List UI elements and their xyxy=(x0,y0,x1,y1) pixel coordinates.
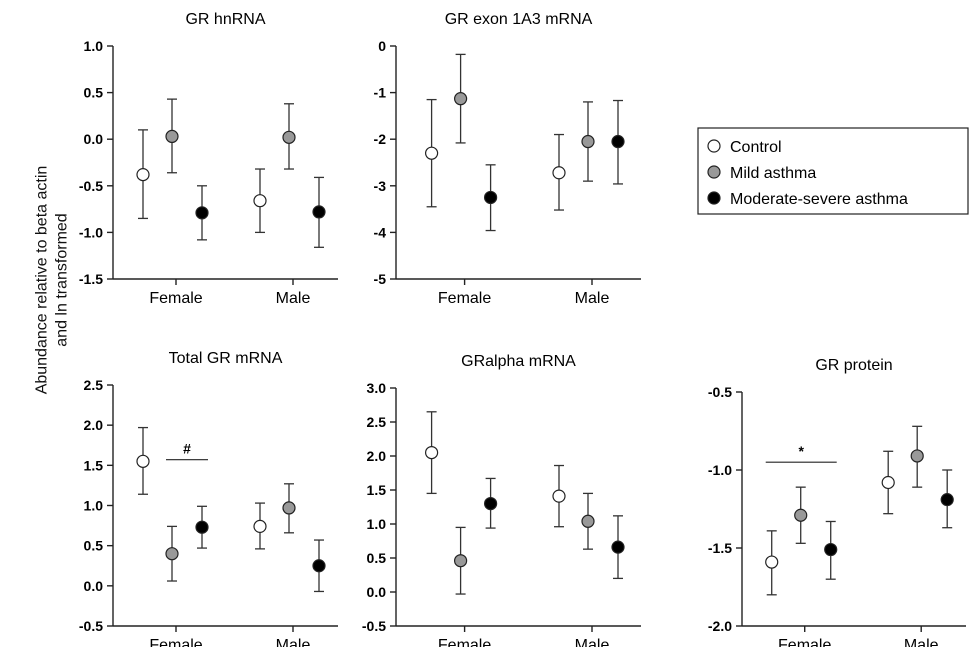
point-mild-asthma-female xyxy=(165,129,179,144)
point-moderate-severe-asthma-male xyxy=(611,540,625,554)
legend-box xyxy=(697,127,969,215)
legend-label-mild-asthma: Mild asthma xyxy=(730,165,816,182)
y-tick-label: -1.5 xyxy=(79,271,103,287)
y-tick-label: -0.5 xyxy=(79,178,103,194)
y-tick-label: -2.0 xyxy=(708,618,732,634)
y-tick-label: 0.5 xyxy=(84,538,104,554)
y-tick-label: -3 xyxy=(374,178,387,194)
legend-label-control: Control xyxy=(730,139,782,156)
x-tick-label-female: Female xyxy=(438,290,491,307)
y-tick-label: 0.5 xyxy=(367,550,387,566)
y-tick-label: 2.5 xyxy=(84,377,104,393)
chart-title: GR protein xyxy=(815,357,892,374)
point-mild-asthma-male xyxy=(910,449,924,463)
panel-gr-exon-1a3-mrna: GR exon 1A3 mRNA 0 -1 -2 -3 -4 -5 Female Male xyxy=(374,11,641,307)
shared-y-axis-label: Abundance relative to beta actin and ln … xyxy=(22,110,82,450)
chart-title: GR exon 1A3 mRNA xyxy=(445,11,593,28)
point-mild-asthma-male xyxy=(581,134,595,149)
x-tick-label-male: Male xyxy=(575,637,610,647)
point-control-male xyxy=(253,519,267,533)
y-tick-label: 1.0 xyxy=(84,498,104,514)
point-mild-asthma-male xyxy=(581,514,595,528)
point-control-female xyxy=(425,446,439,460)
point-control-male xyxy=(881,475,895,490)
y-tick-label: -0.5 xyxy=(708,384,732,400)
y-tick-label: -1.5 xyxy=(708,540,732,556)
y-tick-label: -0.5 xyxy=(362,618,386,634)
significance-marker: * xyxy=(798,443,804,459)
x-tick-label-male: Male xyxy=(276,290,311,307)
y-tick-label: 2.5 xyxy=(367,414,387,430)
y-tick-label: -5 xyxy=(374,271,387,287)
y-tick-label: 2.0 xyxy=(367,448,387,464)
y-tick-label: -1 xyxy=(374,85,387,101)
point-moderate-severe-asthma-female xyxy=(484,190,498,205)
y-tick-label: 1.5 xyxy=(84,457,104,473)
legend-marker-moderate-severe-asthma xyxy=(707,191,721,205)
y-tick-label: 0.0 xyxy=(84,578,104,594)
point-control-female xyxy=(765,555,779,569)
y-tick-label: 1.0 xyxy=(84,38,104,54)
y-tick-label: 0.0 xyxy=(367,584,387,600)
x-tick-label-male: Male xyxy=(575,290,610,307)
point-moderate-severe-asthma-male xyxy=(940,493,954,507)
x-tick-label-female: Female xyxy=(149,290,202,307)
point-moderate-severe-asthma-female xyxy=(195,520,209,534)
point-moderate-severe-asthma-male xyxy=(611,134,625,149)
y-tick-label: 2.0 xyxy=(84,417,104,433)
y-tick-label: 3.0 xyxy=(367,380,387,396)
y-tick-label: -4 xyxy=(374,224,387,240)
x-tick-label-male: Male xyxy=(276,637,311,647)
panel-total-gr-mrna: Total GR mRNA 2.5 2.0 1.5 1.0 0.5 0.0 -0.5 Femal… xyxy=(79,350,338,647)
y-tick-label: 1.5 xyxy=(367,482,387,498)
chart-title: GR hnRNA xyxy=(185,11,265,28)
y-tick-label: 0 xyxy=(378,38,386,54)
legend: Control Mild asthma Moderate-severe asth… xyxy=(697,127,969,215)
point-mild-asthma-female xyxy=(794,508,808,522)
point-control-female xyxy=(136,168,150,182)
point-control-male xyxy=(552,166,566,180)
panel-gr-protein: GR protein -0.5 -1.0 -1.5 -2.0 Female Male * xyxy=(708,357,966,647)
x-tick-label-female: Female xyxy=(438,637,491,647)
y-axis-label-line-1: Abundance relative to beta actin xyxy=(33,165,51,395)
point-mild-asthma-female xyxy=(165,547,179,561)
x-tick-label-female: Female xyxy=(778,637,831,647)
point-mild-asthma-male xyxy=(282,130,296,144)
y-tick-label: -0.5 xyxy=(79,618,103,634)
chart-title: GRalpha mRNA xyxy=(461,353,576,370)
point-control-female xyxy=(136,454,150,468)
point-moderate-severe-asthma-male xyxy=(312,205,326,219)
panel-gralpha-mrna: GRalpha mRNA 3.0 2.5 2.0 1.5 1.0 0.5 0.0 -0.5 Fem… xyxy=(362,353,641,647)
panel-gr-hnrna: GR hnRNA 1.0 0.5 0.0 -0.5 -1.0 -1.5 Female Male xyxy=(79,11,338,307)
y-tick-label: -1.0 xyxy=(708,462,732,478)
point-mild-asthma-female xyxy=(454,92,468,106)
point-moderate-severe-asthma-female xyxy=(824,542,838,557)
point-moderate-severe-asthma-female xyxy=(484,497,498,511)
x-tick-label-female: Female xyxy=(149,637,202,647)
legend-marker-control xyxy=(707,139,721,153)
point-control-male xyxy=(552,489,566,503)
y-tick-label: 0.5 xyxy=(84,85,104,101)
point-mild-asthma-male xyxy=(282,501,296,515)
point-control-female xyxy=(425,146,439,160)
y-tick-label: 1.0 xyxy=(367,516,387,532)
y-tick-label: -1.0 xyxy=(79,224,103,240)
x-tick-label-male: Male xyxy=(904,637,939,647)
significance-marker: # xyxy=(183,441,191,457)
point-moderate-severe-asthma-male xyxy=(312,559,326,573)
y-tick-label: -2 xyxy=(374,131,387,147)
point-mild-asthma-female xyxy=(454,554,468,568)
legend-marker-mild-asthma xyxy=(707,165,721,179)
y-axis-label-line-2: and ln transformed xyxy=(53,213,71,347)
y-tick-label: 0.0 xyxy=(84,131,104,147)
point-moderate-severe-asthma-female xyxy=(195,206,209,220)
chart-title: Total GR mRNA xyxy=(169,350,283,367)
legend-label-moderate-severe-asthma: Moderate-severe asthma xyxy=(730,191,908,208)
point-control-male xyxy=(253,194,267,208)
